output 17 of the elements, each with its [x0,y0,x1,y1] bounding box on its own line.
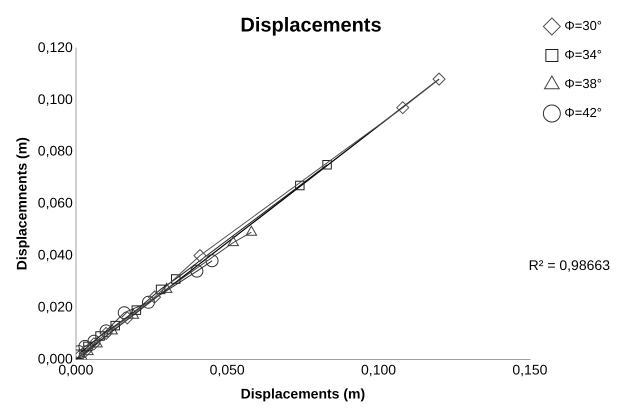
x-axis-title: Displacements (m) [240,385,366,402]
y-tick-label: 0,080 [38,142,74,159]
legend-label: Φ=30° [564,18,602,34]
x-tick-label: 0,050 [210,362,245,378]
annotation: R² = 0,98663 [528,256,610,273]
legend-label: Φ=38° [564,76,602,92]
y-tick-label: 0,040 [38,246,74,262]
y-axis-title: Displacemnents (m) [13,137,30,270]
chart-title: Displacements [240,14,382,37]
y-tick-label: 0,120 [38,38,74,55]
legend-label: Φ=34° [564,47,602,62]
x-tick-label: 0,150 [512,362,548,378]
y-tick-label: 0,060 [38,194,74,211]
x-tick-label: 0,100 [361,362,396,378]
legend-label: Φ=42° [564,105,602,120]
y-tick-label: 0,100 [38,90,74,107]
y-tick-label: 0,020 [38,298,74,314]
